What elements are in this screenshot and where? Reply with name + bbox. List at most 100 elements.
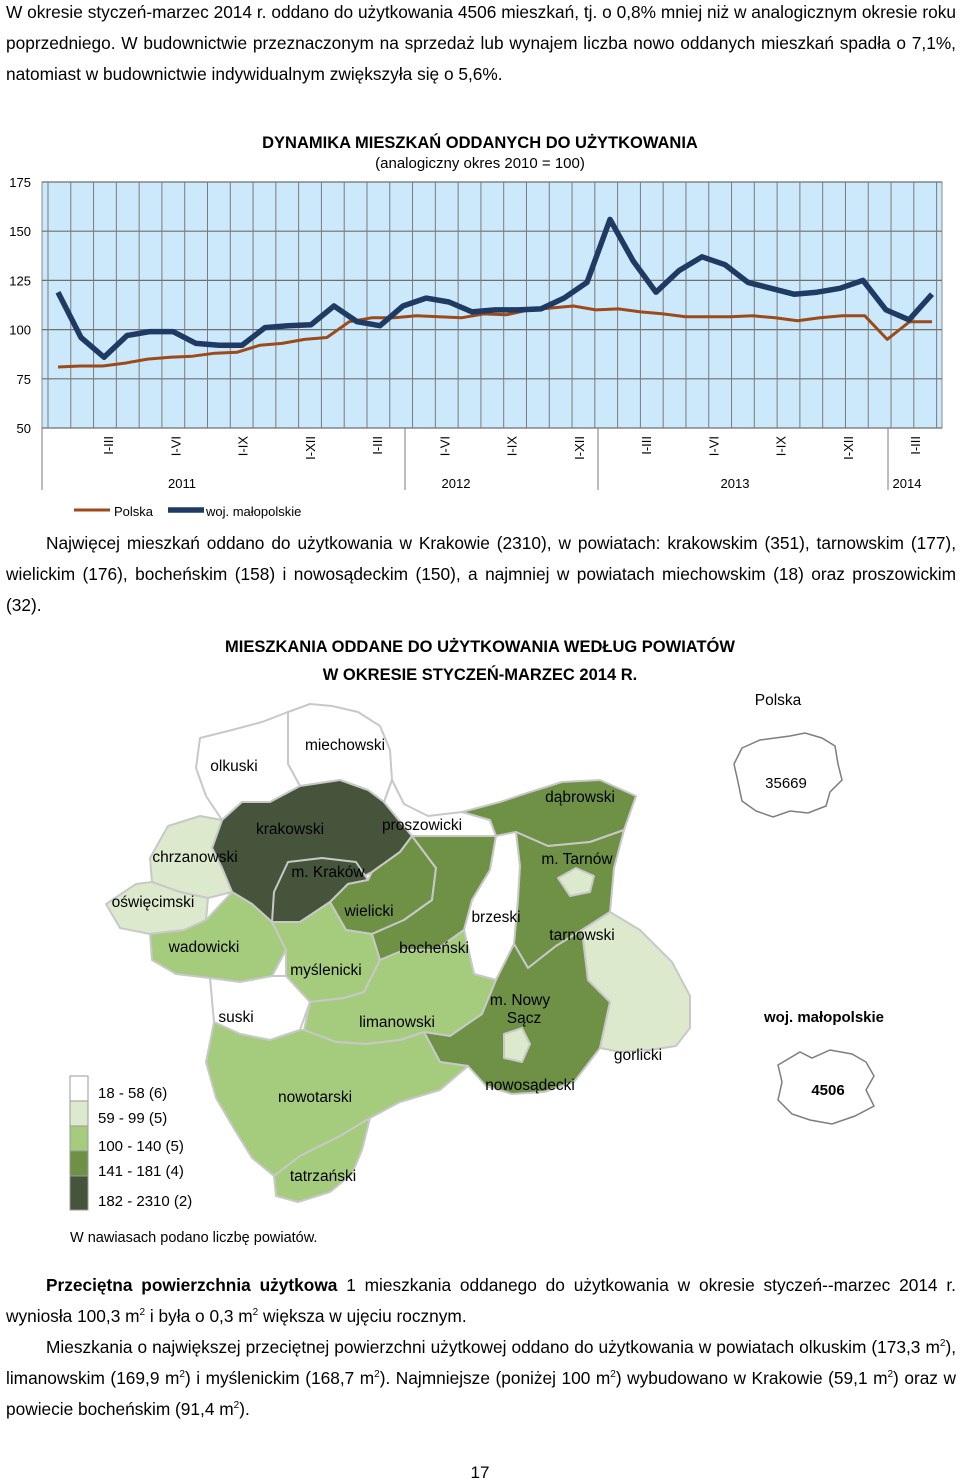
x-tick-label: I-IX	[505, 436, 520, 457]
label-bochenski: bocheński	[399, 940, 469, 957]
sup-1: 2	[139, 1307, 146, 1319]
legend-label-polska: Polska	[114, 504, 154, 519]
districts-paragraph: Najwięcej mieszkań oddano do użytkowania…	[6, 533, 956, 615]
label-nowotarski: nowotarski	[278, 1089, 352, 1106]
district-m-nowy-sacz	[503, 1027, 531, 1063]
x-tick-label: I-VI	[168, 436, 183, 456]
p4-text-2: ), limanowskim (169,9 m	[6, 1337, 956, 1388]
p4-sup-6: 2	[233, 1400, 240, 1412]
label-m-tarnow: m. Tarnów	[541, 851, 613, 868]
sup-2: 2	[252, 1307, 259, 1319]
region-shape	[777, 1049, 875, 1125]
p4-sup-1: 2	[939, 1338, 946, 1350]
label-miechowski: miechowski	[305, 737, 385, 754]
series-line-polska	[57, 304, 932, 369]
p4-sup-2: 2	[179, 1369, 185, 1381]
x-tick-label: I-III	[908, 436, 923, 455]
x-tick-label: I-XII	[572, 436, 587, 460]
label-olkuski: olkuski	[210, 758, 257, 775]
label-chrzanowski: chrzanowski	[152, 849, 237, 866]
x-tick-label: I-VI	[706, 436, 721, 456]
p4-text-1: Mieszkania o największej przeciętnej pow…	[46, 1337, 940, 1357]
y-tick-label: 50	[17, 421, 31, 436]
x-tick-label: I-III	[101, 436, 116, 455]
label-limanowski: limanowski	[359, 1014, 435, 1031]
label-m-krakow: m. Kraków	[291, 864, 365, 881]
map-title-line1: MIESZKANIA ODDANE DO UŻYTKOWANIA WEDŁUG …	[225, 637, 735, 656]
label-tarnowski: tarnowski	[549, 927, 614, 944]
y-tick-label: 125	[9, 273, 31, 288]
intro-paragraph: W okresie styczeń-marzec 2014 r. oddano …	[6, 2, 956, 84]
y-tick-label: 100	[9, 323, 31, 338]
p4-sup-4: 2	[610, 1369, 616, 1381]
label-m-nowy-sacz-2: Sącz	[507, 1010, 541, 1027]
x-tick-label: I-IX	[774, 436, 789, 457]
label-tatrzanski: tatrzański	[290, 1168, 356, 1185]
y-tick-label: 75	[17, 372, 31, 387]
label-nowosadecki: nowosądecki	[485, 1077, 575, 1094]
chart-legend: Polska woj. małopolskie	[74, 504, 301, 519]
label-krakowski: krakowski	[256, 821, 324, 838]
largest-area-paragraph: Mieszkania o największej przeciętnej pow…	[6, 1332, 956, 1425]
polska-label: Polska	[755, 692, 802, 709]
avg-area-text-1: 1 mieszkania oddanego do użytkowania w o…	[6, 1275, 956, 1326]
p4-sup-5: 2	[887, 1369, 894, 1381]
p4-sup-3: 2	[374, 1369, 380, 1381]
label-gorlicki: gorlicki	[614, 1047, 662, 1064]
map-legend: 18 - 58 (6) 59 - 99 (5) 100 - 140 (5) 14…	[69, 1075, 317, 1246]
p4-text-3: ) i myślenickim (168,7 m	[184, 1368, 375, 1388]
district-gorlicki	[581, 911, 691, 1053]
year-label: 2014	[893, 476, 922, 491]
legend-label-3: 100 - 140 (5)	[98, 1138, 184, 1155]
polska-value: 35669	[765, 775, 807, 792]
dynamics-chart: 175 150 125 100 75 50 I-III I-VI I-IX I-XII I-III…	[0, 130, 960, 525]
legend-swatch-3	[69, 1125, 89, 1152]
map-title-line2: W OKRESIE STYCZEŃ-MARZEC 2014 R.	[323, 665, 637, 684]
p4-text-7: ).	[239, 1399, 250, 1419]
label-m-nowy-sacz-1: m. Nowy	[490, 992, 551, 1009]
dynamics-chart-svg: 175 150 125 100 75 50 I-III I-VI I-IX I-XII I-III…	[9, 133, 943, 519]
legend-swatch-4	[69, 1150, 89, 1177]
district-tatrzanski	[273, 1117, 371, 1203]
legend-swatch-1	[69, 1075, 89, 1102]
district-oswiecimski	[105, 881, 209, 935]
p4-text-4: ). Najmniejsze (poniżej 100 m	[379, 1368, 611, 1388]
x-tick-label: I-III	[639, 436, 654, 455]
label-myslenicki: myślenicki	[290, 962, 361, 979]
chart-subtitle: (analogiczny okres 2010 = 100)	[375, 155, 585, 172]
label-oswiecimski: oświęcimski	[112, 894, 195, 911]
chart-title: DYNAMIKA MIESZKAŃ ODDANYCH DO UŻYTKOWANI…	[262, 133, 698, 152]
label-brzeski: brzeski	[471, 909, 520, 926]
district-map: MIESZKANIA ODDANE DO UŻYTKOWANIA WEDŁUG …	[0, 630, 960, 1260]
x-tick-label: I-XII	[841, 436, 856, 460]
y-tick-label: 150	[9, 224, 31, 239]
map-note: W nawiasach podano liczbę powiatów.	[70, 1230, 317, 1246]
y-tick-label: 175	[9, 175, 31, 190]
district-map-svg: MIESZKANIA ODDANE DO UŻYTKOWANIA WEDŁUG …	[69, 637, 884, 1246]
year-label: 2013	[721, 476, 750, 491]
p4-text-6: ) oraz w powiecie bocheńskim (91,4 m	[6, 1368, 956, 1419]
legend-swatch-5	[69, 1175, 89, 1211]
district-labels: miechowski olkuski dąbrowski krakowski p…	[112, 737, 662, 1185]
region-value: 4506	[811, 1082, 844, 1099]
avg-area-text-2: i była o 0,3 m	[145, 1306, 253, 1326]
legend-label-1: 18 - 58 (6)	[98, 1085, 167, 1102]
avg-area-bold: Przeciętna powierzchnia użytkowa	[46, 1275, 338, 1295]
polska-shape	[733, 732, 843, 818]
page-number: 17	[470, 1463, 490, 1482]
x-tick-label: I-VI	[437, 436, 452, 456]
region-label: woj. małopolskie	[763, 1009, 884, 1026]
x-tick-label: I-III	[370, 436, 385, 455]
series-line-malopolskie	[55, 216, 935, 360]
avg-area-paragraph: Przeciętna powierzchnia użytkowa 1 miesz…	[6, 1270, 956, 1332]
district-m-tarnow	[557, 867, 595, 897]
legend-label-2: 59 - 99 (5)	[98, 1110, 167, 1127]
label-wielicki: wielicki	[343, 903, 393, 920]
p4-text-5: ) wybudowano w Krakowie (59,1 m	[615, 1368, 888, 1388]
district-nowotarski	[205, 1021, 469, 1177]
legend-label-malopolskie: woj. małopolskie	[205, 504, 301, 519]
avg-area-text-3: większa w ujęciu rocznym.	[258, 1306, 467, 1326]
label-suski: suski	[218, 1009, 253, 1026]
legend-label-5: 182 - 2310 (2)	[98, 1193, 192, 1210]
year-label: 2012	[442, 476, 471, 491]
